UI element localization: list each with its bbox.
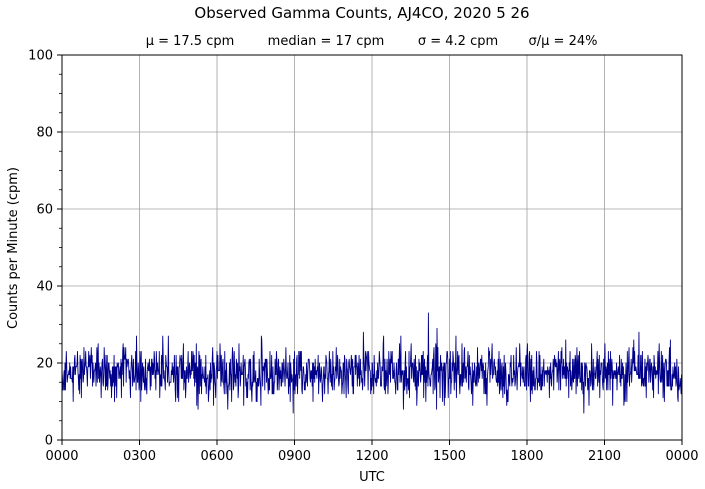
x-tick-label: 2100 (588, 449, 621, 464)
x-tick-label: 0900 (278, 449, 311, 464)
stat-ratio: σ/μ = 24% (529, 34, 598, 49)
y-tick-label: 80 (36, 126, 53, 141)
x-tick-label: 0600 (200, 449, 233, 464)
stat-sigma: σ = 4.2 cpm (418, 34, 498, 49)
x-axis: 0000 0300 0600 0900 1200 1500 1800 2100 0000 (45, 440, 699, 464)
y-tick-label: 20 (36, 357, 53, 372)
counts-series-line (61, 312, 683, 414)
x-tick-label: 1200 (355, 449, 388, 464)
data-series (61, 312, 683, 414)
x-tick-label: 1800 (510, 449, 543, 464)
x-tick-label: 0300 (123, 449, 156, 464)
x-tick-label: 0000 (665, 449, 698, 464)
y-tick-label: 100 (28, 49, 53, 64)
x-axis-label: UTC (359, 470, 385, 485)
y-tick-label: 40 (36, 280, 53, 295)
y-tick-label: 0 (45, 434, 53, 449)
y-axis: 0 20 40 60 80 100 (28, 49, 62, 449)
y-axis-label: Counts per Minute (cpm) (6, 167, 21, 329)
stat-mean: μ = 17.5 cpm (146, 34, 235, 49)
x-tick-label: 0000 (45, 449, 78, 464)
stat-median: median = 17 cpm (268, 34, 385, 49)
chart-title: Observed Gamma Counts, AJ4CO, 2020 5 26 (194, 4, 529, 22)
y-tick-label: 60 (36, 203, 53, 218)
x-tick-label: 1500 (433, 449, 466, 464)
